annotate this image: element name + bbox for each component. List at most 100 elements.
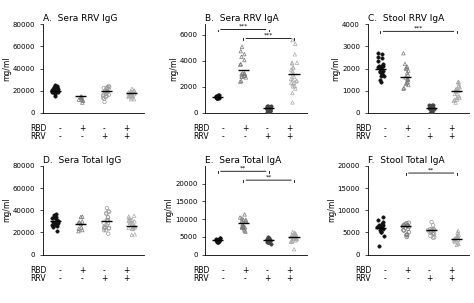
Point (104, 89, 111, 94)
Point (103, 85, 111, 90)
Point (287, 235, 295, 239)
Point (213, 95, 221, 100)
Point (127, 88, 135, 93)
Point (289, 233, 297, 238)
Point (128, 221, 136, 226)
Point (291, 234, 299, 239)
Text: +: + (123, 274, 130, 283)
Point (399, 224, 407, 229)
Point (213, 96, 220, 101)
Point (380, 62, 387, 66)
Point (129, 93, 137, 98)
Point (103, 211, 110, 216)
Text: +: + (286, 266, 292, 275)
Point (380, 64, 387, 68)
Point (267, 104, 274, 109)
Point (50, 215, 58, 219)
Point (293, 60, 301, 65)
Text: +: + (123, 266, 130, 275)
Text: D.  Sera Total IgG: D. Sera Total IgG (43, 156, 121, 165)
Point (379, 63, 386, 68)
Text: +: + (242, 124, 248, 133)
Point (127, 219, 134, 224)
Point (130, 213, 138, 218)
Point (125, 95, 132, 99)
Point (266, 106, 274, 111)
Point (100, 226, 108, 231)
Point (79, 228, 86, 232)
Point (266, 108, 273, 113)
Point (376, 65, 384, 70)
Point (403, 77, 411, 82)
Point (266, 238, 273, 243)
Point (378, 221, 386, 226)
Point (450, 238, 458, 243)
Point (242, 75, 250, 80)
Point (452, 89, 460, 94)
Point (75, 226, 82, 231)
Point (425, 106, 433, 111)
Point (400, 228, 408, 233)
Point (214, 95, 221, 100)
Text: +: + (286, 274, 292, 283)
Point (238, 225, 246, 229)
Point (212, 238, 220, 242)
Point (377, 74, 384, 78)
Point (104, 215, 112, 219)
Point (125, 219, 132, 224)
Text: +: + (264, 274, 270, 283)
Text: -: - (384, 266, 387, 275)
Text: +: + (101, 132, 108, 141)
Point (428, 106, 435, 111)
Point (214, 93, 222, 98)
Point (264, 104, 271, 108)
Point (289, 38, 296, 42)
Text: +: + (123, 124, 130, 133)
Point (454, 235, 461, 240)
Point (237, 62, 245, 66)
Point (103, 86, 111, 91)
Point (131, 224, 138, 229)
Point (240, 227, 248, 232)
Point (127, 91, 134, 96)
Point (288, 232, 296, 237)
Point (292, 42, 299, 46)
Text: ***: *** (238, 24, 248, 29)
Point (455, 232, 463, 237)
Point (450, 98, 457, 103)
Text: -: - (384, 124, 387, 133)
Text: +: + (123, 132, 130, 141)
Point (128, 232, 136, 237)
Y-axis label: mg/ml: mg/ml (332, 56, 341, 81)
Point (241, 73, 249, 78)
Point (54, 90, 62, 95)
Point (263, 105, 271, 109)
Point (131, 224, 138, 228)
Point (49, 88, 56, 92)
Text: -: - (244, 132, 246, 141)
Point (215, 238, 222, 243)
Point (430, 231, 438, 236)
Point (104, 218, 111, 222)
Point (264, 239, 272, 244)
Point (131, 88, 138, 93)
Point (403, 233, 411, 238)
Point (48, 89, 56, 94)
Point (425, 103, 433, 108)
Point (402, 66, 410, 71)
Point (265, 238, 273, 243)
Text: -: - (265, 124, 268, 133)
Point (53, 217, 60, 222)
Point (375, 223, 383, 228)
Point (266, 109, 273, 114)
Point (292, 237, 300, 241)
Point (375, 223, 383, 228)
Point (374, 59, 382, 64)
Point (292, 235, 300, 240)
Text: E.  Sera Total IgA: E. Sera Total IgA (205, 156, 282, 165)
Point (213, 95, 220, 100)
Point (451, 92, 458, 96)
Point (239, 217, 247, 222)
Point (264, 238, 271, 243)
Point (429, 223, 437, 228)
